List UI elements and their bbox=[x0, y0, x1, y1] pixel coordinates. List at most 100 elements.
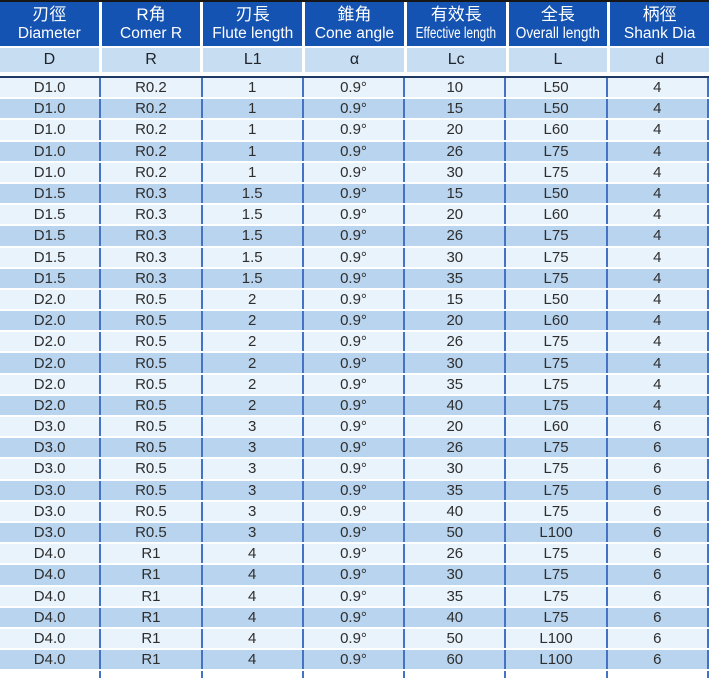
table-cell-flute-length: 2 bbox=[202, 289, 304, 310]
table-cell-corner-r: R0.5 bbox=[101, 459, 203, 479]
table-cell-shank-dia: 6 bbox=[607, 438, 709, 458]
table-cell-cone-angle: 0.9° bbox=[303, 628, 406, 649]
table-cell-diameter: D1.0 bbox=[0, 120, 102, 140]
table-cell-corner-r: R0.3 bbox=[101, 183, 203, 204]
table-cell-diameter: D1.5 bbox=[0, 268, 102, 288]
table-cell-diameter: D3.0 bbox=[0, 417, 102, 437]
table-cell-diameter: D4.0 bbox=[0, 586, 102, 606]
column-header-en: Effective length bbox=[416, 24, 497, 42]
table-cell-overall-length: L75 bbox=[506, 374, 608, 394]
column-symbol-shank-dia: d bbox=[610, 48, 709, 72]
partial-cell bbox=[303, 671, 406, 678]
column-header-en: Flute length bbox=[212, 24, 294, 42]
table-row: D1.5 R0.3 1.5 0.9° 26 L75 4 bbox=[0, 226, 709, 248]
table-cell-cone-angle: 0.9° bbox=[303, 353, 406, 373]
table-cell-corner-r: R0.3 bbox=[101, 247, 203, 267]
table-row: D1.0 R0.2 1 0.9° 26 L75 4 bbox=[0, 141, 709, 163]
table-cell-effective-length: 35 bbox=[405, 268, 507, 288]
table-cell-cone-angle: 0.9° bbox=[303, 374, 406, 394]
table-cell-corner-r: R0.3 bbox=[101, 226, 203, 246]
table-cell-flute-length: 1.5 bbox=[202, 183, 304, 204]
table-cell-effective-length: 30 bbox=[405, 459, 507, 479]
table-cell-diameter: D1.5 bbox=[0, 205, 102, 225]
table-cell-effective-length: 26 bbox=[405, 544, 507, 564]
table-cell-shank-dia: 4 bbox=[607, 205, 709, 225]
table-cell-shank-dia: 6 bbox=[607, 650, 709, 670]
table-cell-effective-length: 15 bbox=[405, 99, 507, 119]
table-cell-overall-length: L60 bbox=[506, 311, 608, 331]
table-cell-diameter: D3.0 bbox=[0, 501, 102, 521]
table-cell-cone-angle: 0.9° bbox=[303, 162, 406, 182]
table-cell-effective-length: 20 bbox=[405, 205, 507, 225]
table-cell-overall-length: L75 bbox=[506, 480, 608, 500]
table-cell-shank-dia: 4 bbox=[607, 226, 709, 246]
table-cell-overall-length: L50 bbox=[506, 78, 608, 98]
table-cell-overall-length: L75 bbox=[506, 544, 608, 564]
table-cell-effective-length: 15 bbox=[405, 183, 507, 204]
table-cell-cone-angle: 0.9° bbox=[303, 141, 406, 161]
table-cell-overall-length: L75 bbox=[506, 501, 608, 521]
table-cell-flute-length: 3 bbox=[202, 522, 304, 543]
column-header-en: Cone angle bbox=[314, 24, 395, 42]
table-cell-flute-length: 3 bbox=[202, 438, 304, 458]
table-cell-effective-length: 20 bbox=[405, 417, 507, 437]
table-cell-diameter: D3.0 bbox=[0, 480, 102, 500]
table-row: D3.0 R0.5 3 0.9° 30 L75 6 bbox=[0, 459, 709, 481]
column-header-effective-length: 有效長 Effective length bbox=[406, 2, 506, 46]
table-row: D4.0 R1 4 0.9° 60 L100 6 bbox=[0, 650, 709, 672]
column-header-zh: 錐角 bbox=[337, 4, 372, 24]
table-row: D4.0 R1 4 0.9° 30 L75 6 bbox=[0, 565, 709, 587]
partial-cell bbox=[0, 671, 102, 678]
table-cell-corner-r: R1 bbox=[101, 650, 203, 670]
column-symbol-overall-length: L bbox=[508, 48, 608, 72]
table-cell-overall-length: L75 bbox=[506, 565, 608, 585]
table-cell-overall-length: L75 bbox=[506, 141, 608, 161]
table-cell-cone-angle: 0.9° bbox=[303, 183, 406, 204]
table-cell-corner-r: R0.5 bbox=[101, 438, 203, 458]
table-cell-cone-angle: 0.9° bbox=[303, 120, 406, 140]
table-row: D2.0 R0.5 2 0.9° 40 L75 4 bbox=[0, 395, 709, 417]
table-cell-cone-angle: 0.9° bbox=[303, 247, 406, 267]
table-cell-cone-angle: 0.9° bbox=[303, 438, 406, 458]
table-cell-cone-angle: 0.9° bbox=[303, 459, 406, 479]
column-header-zh: 有效長 bbox=[430, 4, 482, 24]
table-cell-diameter: D2.0 bbox=[0, 289, 102, 310]
table-cell-flute-length: 2 bbox=[202, 311, 304, 331]
table-cell-effective-length: 10 bbox=[405, 78, 507, 98]
table-cell-diameter: D2.0 bbox=[0, 395, 102, 415]
table-row: D2.0 R0.5 2 0.9° 26 L75 4 bbox=[0, 332, 709, 354]
table-cell-diameter: D4.0 bbox=[0, 650, 102, 670]
table-row: D1.5 R0.3 1.5 0.9° 35 L75 4 bbox=[0, 268, 709, 290]
table-row: D1.0 R0.2 1 0.9° 10 L50 4 bbox=[0, 78, 709, 100]
table-cell-cone-angle: 0.9° bbox=[303, 78, 406, 98]
table-cell-shank-dia: 4 bbox=[607, 141, 709, 161]
table-cell-flute-length: 1 bbox=[202, 78, 304, 98]
table-row: D1.5 R0.3 1.5 0.9° 20 L60 4 bbox=[0, 205, 709, 227]
table-row: D4.0 R1 4 0.9° 35 L75 6 bbox=[0, 586, 709, 608]
table-cell-overall-length: L50 bbox=[506, 183, 608, 204]
table-row: D4.0 R1 4 0.9° 50 L100 6 bbox=[0, 628, 709, 651]
table-cell-flute-length: 1 bbox=[202, 120, 304, 140]
table-cell-effective-length: 20 bbox=[405, 120, 507, 140]
table-row: D4.0 R1 4 0.9° 40 L75 6 bbox=[0, 607, 709, 629]
column-header-zh: 柄徑 bbox=[642, 4, 677, 24]
table-cell-effective-length: 30 bbox=[405, 162, 507, 182]
table-cell-effective-length: 60 bbox=[405, 650, 507, 670]
table-cell-overall-length: L60 bbox=[506, 120, 608, 140]
table-cell-effective-length: 50 bbox=[405, 522, 507, 543]
table-cell-corner-r: R0.2 bbox=[101, 162, 203, 182]
table-row: D1.5 R0.3 1.5 0.9° 15 L50 4 bbox=[0, 183, 709, 206]
table-cell-diameter: D2.0 bbox=[0, 353, 102, 373]
table-cell-diameter: D4.0 bbox=[0, 544, 102, 564]
table-cell-cone-angle: 0.9° bbox=[303, 332, 406, 352]
table-cell-diameter: D4.0 bbox=[0, 565, 102, 585]
table-cell-overall-length: L60 bbox=[506, 417, 608, 437]
table-cell-overall-length: L100 bbox=[506, 522, 608, 543]
table-cell-cone-angle: 0.9° bbox=[303, 565, 406, 585]
partial-row bbox=[0, 671, 709, 678]
table-cell-cone-angle: 0.9° bbox=[303, 501, 406, 521]
table-cell-corner-r: R0.5 bbox=[101, 311, 203, 331]
table-cell-cone-angle: 0.9° bbox=[303, 480, 406, 500]
table-cell-overall-length: L100 bbox=[506, 628, 608, 649]
